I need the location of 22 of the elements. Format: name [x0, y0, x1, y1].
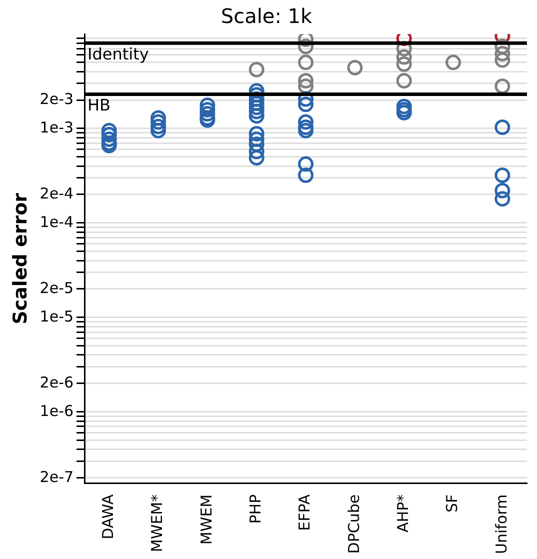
chart-title: Scale: 1k [220, 4, 313, 28]
x-tick-label: MWEM [197, 494, 216, 545]
x-tick-label: SF [443, 494, 462, 513]
x-tick-label: PHP [246, 494, 264, 524]
y-tick-label: 2e-3 [40, 90, 74, 108]
ref-line-label: HB [88, 95, 111, 114]
y-tick-label: 2e-4 [40, 184, 74, 202]
y-axis-title: Scaled error [9, 192, 32, 324]
y-tick-label: 1e-6 [40, 402, 74, 420]
x-tick-label: MWEM* [148, 494, 166, 552]
x-tick-label: Uniform [492, 494, 510, 554]
y-tick-label: 1e-3 [40, 118, 74, 136]
x-tick-label: DPCube [344, 494, 363, 554]
y-tick-label: 2e-5 [40, 278, 74, 297]
y-tick-label: 1e-4 [40, 212, 74, 231]
y-tick-label: 1e-5 [40, 307, 74, 326]
x-tick-label: EFPA [296, 494, 314, 531]
x-tick-label: AHP* [394, 494, 412, 532]
x-tick-label: DAWA [99, 494, 117, 540]
y-tick-label: 2e-6 [40, 373, 74, 392]
ref-line-label: Identity [88, 44, 149, 64]
y-tick-label: 2e-7 [40, 468, 74, 486]
